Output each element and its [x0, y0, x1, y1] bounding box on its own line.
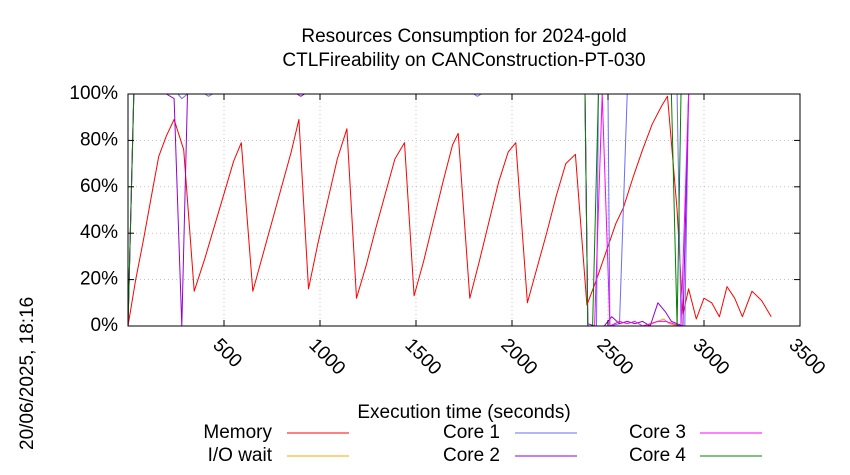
legend-label-core-1: Core 1 — [443, 422, 500, 443]
chart-subtitle: CTLFireability on CANConstruction-PT-030 — [282, 50, 645, 71]
y-tick-label: 60% — [80, 176, 118, 197]
grid — [128, 94, 800, 326]
series-line-memory — [127, 95, 772, 327]
y-tick-label: 100% — [69, 83, 118, 104]
x-tick-label: 1000 — [304, 335, 349, 380]
x-tick-label: 3500 — [784, 335, 829, 380]
legend-label-i-o-wait: I/O wait — [208, 445, 273, 466]
x-tick-label: 1500 — [400, 335, 445, 380]
x-axis-label: Execution time (seconds) — [357, 402, 570, 423]
legend-label-core-3: Core 3 — [629, 422, 686, 443]
series-line-core-4 — [127, 93, 772, 327]
legend-label-core-2: Core 2 — [443, 445, 500, 466]
timestamp: 20/06/2025, 18:16 — [17, 297, 38, 450]
series-lines — [127, 93, 772, 327]
x-tick-label: 3000 — [688, 335, 733, 380]
x-tick-label: 2000 — [496, 335, 541, 380]
plot-frame — [127, 93, 801, 327]
y-tick-label: 40% — [80, 222, 118, 243]
chart-title: Resources Consumption for 2024-gold — [301, 26, 626, 47]
x-tick-label: 500 — [208, 335, 245, 372]
legend-label-memory: Memory — [203, 422, 272, 443]
legend-label-core-4: Core 4 — [629, 445, 686, 466]
axes: 0% 20% 40% 60% 80% 100% 500 1000 1500 2000 2500 300… — [69, 83, 829, 379]
series-line-i-o-wait — [646, 318, 772, 327]
y-tick-label: 80% — [80, 129, 118, 150]
x-tick-label: 2500 — [592, 335, 637, 380]
y-tick-label: 20% — [80, 269, 118, 290]
y-tick-label: 0% — [91, 315, 119, 336]
